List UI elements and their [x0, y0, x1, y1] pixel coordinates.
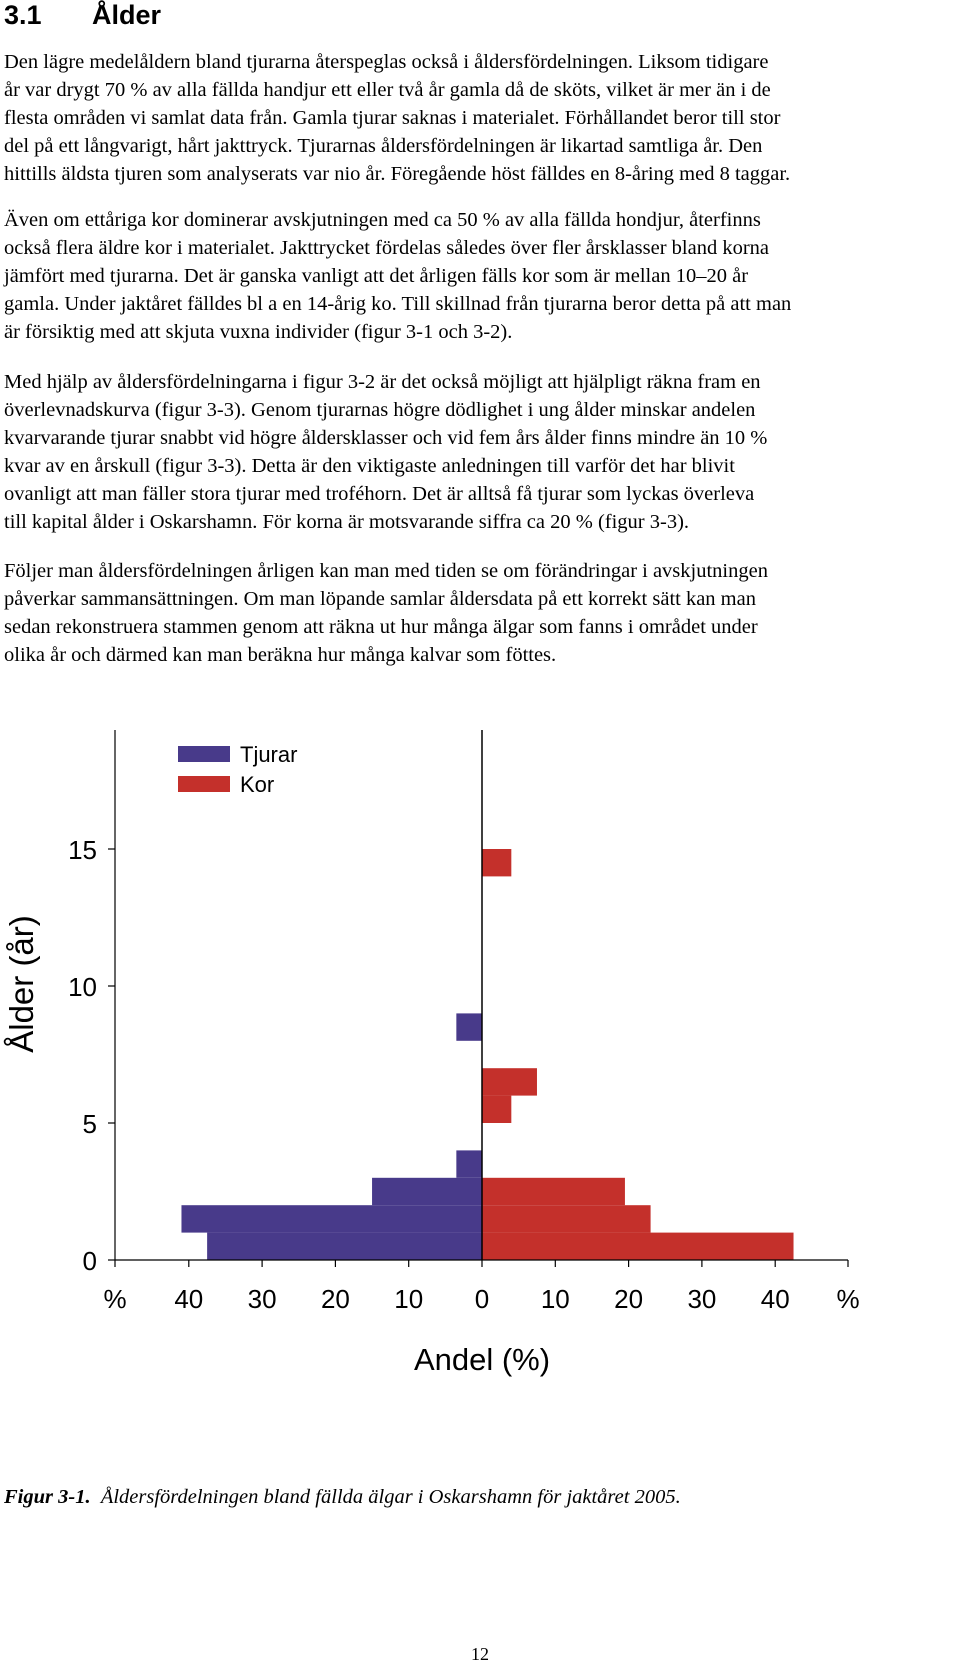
section-number: 3.1	[4, 0, 42, 30]
legend-swatch-2	[178, 776, 230, 792]
bar-kor-2	[482, 1205, 651, 1233]
text-line: påverkar sammansättningen. Om man löpand…	[4, 588, 756, 610]
text-line: till kapital ålder i Oskarshamn. För kor…	[4, 511, 690, 533]
text-line: del på ett långvarigt, hårt jakttryck. T…	[4, 135, 763, 157]
x-tick-label: 30	[248, 1284, 277, 1314]
bar-tjurar-1	[207, 1232, 482, 1260]
text-line: flesta områden vi samlat data från. Gaml…	[4, 107, 781, 129]
bar-tjurar-3	[372, 1177, 482, 1206]
section-title: Ålder	[92, 0, 162, 30]
text-line: Följer man åldersfördelningen årligen ka…	[4, 560, 768, 582]
x-tick-label: 40	[174, 1284, 203, 1314]
text-line: också flera äldre kor i materialet. Jakt…	[4, 237, 769, 259]
y-tick-label: 15	[68, 835, 97, 865]
x-tick-label: %	[103, 1284, 126, 1314]
text-line: Den lägre medelåldern bland tjurarna åte…	[4, 51, 769, 73]
text-line: sedan rekonstruera stammen genom att räk…	[4, 616, 758, 638]
text-line: gamla. Under jaktåret fälldes bl a en 14…	[4, 293, 792, 315]
section-heading: 3.1 Ålder	[4, 0, 161, 31]
text-line: Även om ettåriga kor dominerar avskjutni…	[4, 209, 761, 231]
bar-kor-7	[482, 1068, 537, 1096]
figure-caption: Figur 3-1. Åldersfördelningen bland fäll…	[4, 1486, 681, 1509]
y-axis-label: Ålder (år)	[3, 915, 40, 1053]
x-tick-label: 0	[475, 1284, 489, 1314]
y-tick-label: 10	[68, 972, 97, 1002]
paragraph-1: Den lägre medelåldern bland tjurarna åte…	[4, 48, 954, 188]
text-line: är försiktig med att skjuta vuxna indivi…	[4, 321, 513, 343]
x-tick-label: 10	[394, 1284, 423, 1314]
bar-kor-15	[482, 849, 512, 877]
legend-label-2: Kor	[240, 772, 274, 797]
page-number: 12	[471, 1644, 489, 1664]
x-tick-label: 20	[614, 1284, 643, 1314]
x-tick-label: 20	[321, 1284, 350, 1314]
x-tick-label: 40	[761, 1284, 790, 1314]
x-tick-label: 30	[687, 1284, 716, 1314]
paragraph-2: Även om ettåriga kor dominerar avskjutni…	[4, 206, 954, 346]
bar-tjurar-2	[181, 1205, 482, 1233]
text-line: kvar av en årskull (figur 3-3). Detta är…	[4, 455, 735, 477]
bar-kor-1	[482, 1232, 794, 1260]
paragraph-4: Följer man åldersfördelningen årligen ka…	[4, 557, 954, 669]
y-tick-label: 0	[83, 1246, 97, 1276]
figure-caption-text: Åldersfördelningen bland fällda älgar i …	[100, 1486, 681, 1508]
text-line: Med hjälp av åldersfördelningarna i figu…	[4, 371, 761, 393]
bar-kor-6	[482, 1095, 512, 1123]
text-line: jämfört med tjurarna. Det är ganska vanl…	[4, 265, 749, 287]
bar-tjurar-4	[456, 1150, 482, 1178]
text-line: hittills äldsta tjuren som analyserats v…	[4, 163, 791, 185]
x-axis-label: Andel (%)	[414, 1342, 550, 1377]
bar-kor-3	[482, 1177, 625, 1206]
legend-label-1: Tjurar	[240, 742, 297, 767]
text-line: överlevnadskurva (figur 3-3). Genom tjur…	[4, 399, 756, 421]
x-tick-label: %	[836, 1284, 859, 1314]
bar-tjurar-9	[456, 1013, 482, 1041]
text-line: ovanligt att man fäller stora tjurar med…	[4, 483, 755, 505]
text-line: kvarvarande tjurar snabbt vid högre ålde…	[4, 427, 768, 449]
text-line: år var drygt 70 % av alla fällda handjur…	[4, 79, 771, 101]
x-tick-label: 10	[541, 1284, 570, 1314]
paragraph-3: Med hjälp av åldersfördelningarna i figu…	[4, 368, 954, 536]
figure-label: Figur 3-1.	[4, 1486, 91, 1508]
y-tick-label: 5	[83, 1109, 97, 1139]
legend-swatch-1	[178, 746, 230, 762]
text-line: olika år och därmed kan man beräkna hur …	[4, 644, 557, 666]
